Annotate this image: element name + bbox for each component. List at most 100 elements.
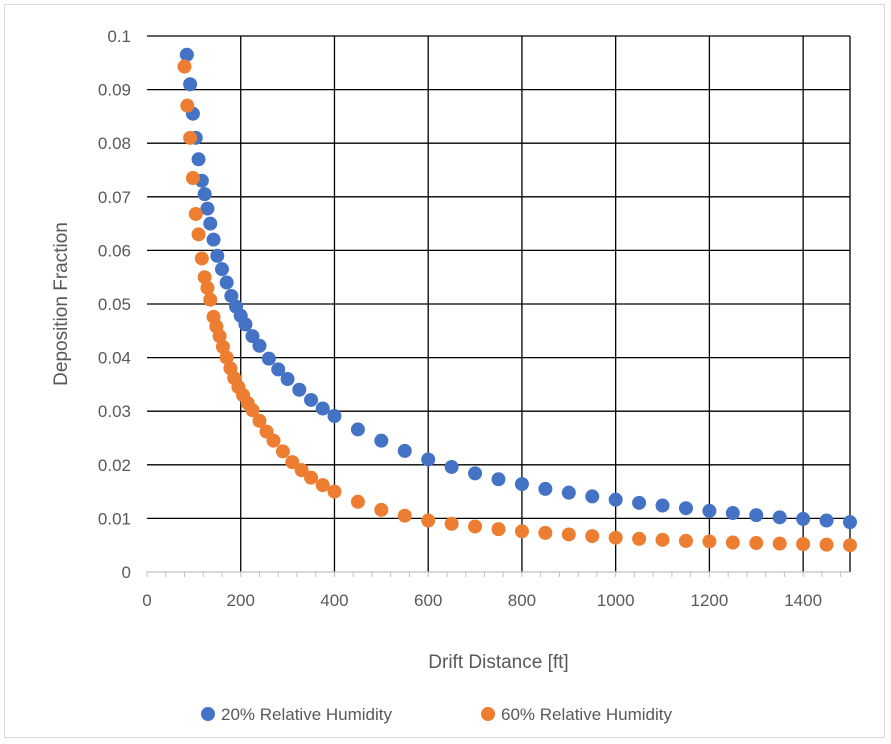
point-series-0 — [843, 515, 857, 530]
point-series-0 — [374, 433, 389, 448]
point-series-1 — [212, 329, 227, 344]
point-series-0 — [561, 485, 576, 500]
y-tick-label: 0.02 — [98, 456, 131, 475]
point-series-0 — [224, 288, 239, 303]
point-series-0 — [206, 232, 221, 247]
x-tick-labels: 0 200 400 600 800 1000 1200 1400 — [142, 591, 822, 610]
point-series-0 — [772, 510, 787, 525]
y-tick-label: 0.01 — [98, 509, 131, 528]
point-series-0 — [444, 459, 459, 474]
point-series-0 — [749, 508, 764, 523]
point-series-1 — [203, 292, 218, 307]
point-series-0 — [200, 201, 215, 216]
gridlines — [147, 35, 851, 572]
point-series-1 — [188, 206, 203, 221]
x-tick-label: 0 — [142, 591, 151, 610]
point-series-1 — [245, 403, 260, 418]
x-tick-label: 400 — [320, 591, 348, 610]
y-tick-label: 0 — [122, 563, 131, 582]
x-tick-label: 1200 — [690, 591, 728, 610]
point-series-0 — [725, 506, 740, 521]
point-series-1 — [252, 413, 267, 428]
y-tick-label: 0.09 — [98, 81, 131, 100]
legend: 20% Relative Humidity 60% Relative Humid… — [201, 705, 673, 724]
point-series-0 — [245, 329, 260, 344]
x-tick-label: 1400 — [784, 591, 822, 610]
x-tick-label: 800 — [508, 591, 536, 610]
legend-marker-20-rh — [201, 707, 215, 721]
point-series-1 — [200, 280, 215, 295]
point-series-0 — [304, 392, 319, 407]
point-series-0 — [468, 466, 483, 481]
point-series-0 — [315, 401, 330, 416]
point-series-0 — [655, 498, 670, 513]
point-series-0 — [214, 262, 229, 277]
point-series-1 — [678, 533, 693, 548]
point-series-1 — [421, 513, 436, 528]
point-series-0 — [397, 443, 412, 458]
point-series-1 — [177, 59, 192, 74]
point-series-1 — [819, 537, 834, 552]
point-series-0 — [819, 513, 834, 528]
point-series-0 — [183, 77, 198, 92]
point-series-1 — [374, 502, 389, 517]
point-series-1 — [197, 270, 212, 285]
point-series-0 — [327, 409, 342, 424]
point-series-1 — [561, 527, 576, 542]
point-series-1 — [585, 529, 600, 544]
point-series-1 — [444, 516, 459, 531]
point-series-0 — [608, 492, 623, 507]
y-axis-title: Deposition Fraction — [51, 222, 72, 386]
x-tick-label: 200 — [227, 591, 255, 610]
point-series-0 — [514, 477, 529, 492]
point-series-1 — [180, 98, 195, 113]
y-tick-label: 0.04 — [98, 349, 131, 368]
point-series-0 — [210, 248, 225, 263]
point-series-1 — [219, 350, 234, 365]
point-series-0 — [261, 351, 276, 366]
point-series-0 — [203, 216, 218, 231]
point-series-0 — [632, 495, 647, 510]
point-series-0 — [219, 275, 234, 290]
point-series-1 — [468, 519, 483, 534]
point-series-0 — [197, 187, 212, 202]
point-series-1 — [350, 494, 365, 509]
point-series-1 — [772, 536, 787, 551]
point-series-0 — [796, 511, 811, 526]
axes — [146, 571, 850, 577]
point-series-1 — [275, 444, 290, 459]
data-points — [177, 47, 857, 553]
point-series-0 — [491, 472, 506, 487]
y-tick-labels: 0 0.01 0.02 0.03 0.04 0.05 0.06 0.07 0.08 0.09 0.1 — [98, 27, 131, 582]
point-series-1 — [294, 463, 309, 478]
y-tick-label: 0.05 — [98, 295, 131, 314]
point-series-0 — [271, 362, 286, 377]
y-tick-label: 0.07 — [98, 188, 131, 207]
point-series-1 — [185, 171, 200, 186]
x-tick-label: 600 — [414, 591, 442, 610]
point-series-1 — [266, 433, 281, 448]
x-axis-title: Drift Distance [ft] — [428, 652, 568, 673]
point-series-0 — [350, 422, 365, 437]
point-series-0 — [252, 338, 267, 353]
scatter-chart: 0 200 400 600 800 1000 1200 1400 0 0.01 0.02 0.03 0… — [51, 27, 857, 724]
point-series-0 — [702, 503, 717, 518]
point-series-1 — [702, 534, 717, 549]
point-series-1 — [796, 537, 811, 552]
point-series-0 — [538, 481, 553, 496]
point-series-0 — [421, 452, 436, 467]
point-series-1 — [194, 251, 209, 266]
point-series-1 — [315, 478, 330, 493]
point-series-1 — [285, 455, 300, 470]
y-tick-label: 0.06 — [98, 241, 131, 260]
point-series-0 — [191, 152, 206, 167]
legend-label-20-rh: 20% Relative Humidity — [221, 705, 393, 724]
y-tick-label: 0.1 — [107, 27, 131, 46]
point-series-1 — [397, 508, 412, 523]
y-tick-label: 0.03 — [98, 402, 131, 421]
x-tick-label: 1000 — [597, 591, 635, 610]
point-series-1 — [538, 525, 553, 540]
point-series-1 — [655, 532, 670, 547]
chart-area: 0 200 400 600 800 1000 1200 1400 0 0.01 0.02 0.03 0… — [4, 4, 885, 738]
legend-marker-60-rh — [481, 707, 495, 721]
